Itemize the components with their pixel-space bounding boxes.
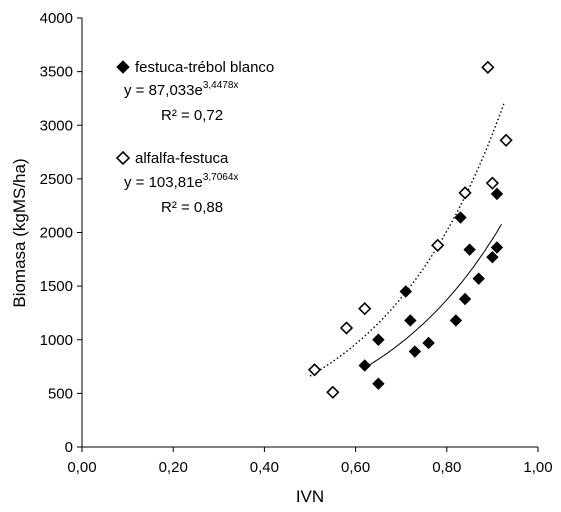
trendline-festuca-trebol-blanco bbox=[364, 224, 502, 369]
data-point-festuca-trebol-blanco bbox=[399, 285, 412, 298]
y-axis-title: Biomasa (kgMS/ha) bbox=[10, 158, 29, 307]
data-point-festuca-trebol-blanco bbox=[458, 292, 472, 306]
equation-exponent: 3,7064x bbox=[203, 172, 239, 183]
y-tick-label: 500 bbox=[48, 385, 73, 402]
legend-label-festuca-trebol-blanco: festuca-trébol blanco bbox=[135, 59, 274, 76]
data-point-festuca-trebol-blanco bbox=[472, 272, 485, 285]
data-point-festuca-trebol-blanco bbox=[408, 345, 422, 358]
y-tick-label: 0 bbox=[65, 439, 73, 456]
y-tick-label: 3500 bbox=[40, 64, 73, 81]
data-point-alfalfa-festuca bbox=[499, 133, 513, 147]
data-point-alfalfa-festuca bbox=[307, 363, 322, 377]
equation-exponent: 3,4478x bbox=[203, 80, 239, 91]
data-point-alfalfa-festuca bbox=[458, 186, 472, 200]
equation-main: y = 103,81e bbox=[124, 174, 203, 191]
legend-marker-alfalfa-festuca bbox=[115, 150, 131, 166]
equation-main: y = 87,033e bbox=[124, 82, 203, 99]
data-point-festuca-trebol-blanco bbox=[463, 243, 476, 256]
y-tick-label: 1500 bbox=[40, 278, 73, 295]
data-point-alfalfa-festuca bbox=[326, 385, 340, 399]
r2-alfalfa-festuca: R² = 0,88 bbox=[161, 199, 223, 216]
data-point-festuca-trebol-blanco bbox=[449, 314, 463, 327]
x-axis-title: IVN bbox=[296, 487, 324, 506]
data-point-alfalfa-festuca bbox=[485, 176, 500, 190]
x-tick-label: 0,40 bbox=[250, 459, 279, 476]
axes: 0 500 1000 1500 2000 2500 3000 3500 4000 0,00 0,20… bbox=[40, 10, 553, 476]
y-tick-label: 4000 bbox=[40, 10, 73, 27]
data-point-festuca-trebol-blanco bbox=[404, 314, 417, 327]
y-tick-label: 1000 bbox=[40, 332, 73, 349]
trendline-alfalfa-festuca bbox=[309, 103, 505, 377]
legend-label-alfalfa-festuca: alfalfa-festuca bbox=[135, 150, 229, 167]
x-tick-label: 0,80 bbox=[432, 459, 461, 476]
data-point-festuca-trebol-blanco bbox=[372, 377, 385, 390]
y-tick-label: 3000 bbox=[40, 117, 73, 134]
data-point-alfalfa-festuca bbox=[481, 60, 495, 74]
x-tick-label: 0,20 bbox=[159, 459, 188, 476]
data-point-festuca-trebol-blanco bbox=[490, 241, 504, 254]
legend: festuca-trébol blanco y = 87,033e3,4478x… bbox=[115, 59, 274, 216]
data-points bbox=[307, 60, 513, 399]
data-point-festuca-trebol-blanco bbox=[358, 359, 371, 372]
data-point-alfalfa-festuca bbox=[339, 321, 354, 335]
data-point-festuca-trebol-blanco bbox=[454, 211, 467, 224]
x-tick-label: 0,00 bbox=[67, 459, 96, 476]
data-point-festuca-trebol-blanco bbox=[486, 250, 499, 264]
data-point-alfalfa-festuca bbox=[358, 302, 372, 316]
equation-alfalfa-festuca: y = 103,81e3,7064x bbox=[124, 172, 238, 191]
data-point-festuca-trebol-blanco bbox=[490, 187, 504, 201]
y-tick-label: 2000 bbox=[40, 225, 73, 242]
y-tick-label: 2500 bbox=[40, 171, 73, 188]
trendlines bbox=[309, 103, 505, 377]
data-point-alfalfa-festuca bbox=[431, 238, 445, 253]
r2-festuca-trebol-blanco: R² = 0,72 bbox=[161, 107, 223, 124]
equation-festuca-trebol-blanco: y = 87,033e3,4478x bbox=[124, 80, 238, 99]
x-tick-label: 0,60 bbox=[341, 459, 370, 476]
x-tick-label: 1,00 bbox=[523, 459, 552, 476]
legend-marker-festuca-trebol-blanco bbox=[116, 60, 130, 74]
data-point-festuca-trebol-blanco bbox=[422, 336, 435, 350]
data-point-festuca-trebol-blanco bbox=[372, 333, 385, 346]
